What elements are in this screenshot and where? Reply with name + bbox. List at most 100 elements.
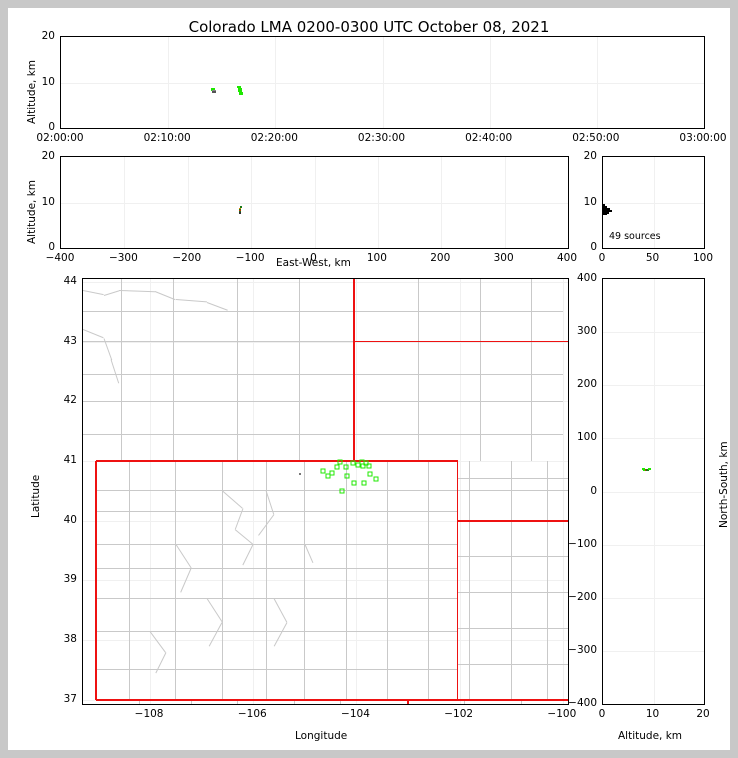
y-tick-label: 400 (576, 272, 597, 284)
x-tick-label: 02:50:00 (572, 132, 620, 144)
x-tick-label: 200 (430, 252, 451, 264)
source-histogram-panel[interactable]: 49 sources (602, 156, 705, 249)
gridline-horizontal (83, 520, 568, 522)
county-boundary (206, 598, 223, 623)
gridline-horizontal (603, 332, 704, 334)
gridline-horizontal (83, 640, 568, 642)
y-tick-label: −300 (568, 643, 597, 656)
y-tick-label: 43 (63, 334, 77, 347)
gridline-horizontal (603, 597, 704, 599)
y-tick-label: 0 (590, 241, 597, 253)
state-boundary (456, 461, 459, 700)
county-boundary (83, 311, 563, 313)
y-tick (602, 332, 603, 333)
county-boundary (464, 699, 466, 704)
county-boundary (457, 478, 568, 480)
histogram-bar (603, 205, 608, 209)
county-boundary (345, 461, 347, 700)
x-tick-label: −106 (237, 708, 267, 720)
lma-source-point (211, 87, 216, 90)
gridline-vertical (356, 279, 358, 704)
county-boundary (521, 699, 523, 704)
county-boundary (304, 461, 306, 700)
y-tick (82, 342, 83, 343)
y-tick-label: 41 (63, 454, 77, 467)
x-tick (703, 128, 704, 129)
county-boundary (469, 461, 471, 700)
county-boundary (175, 544, 192, 569)
north-south-height-panel[interactable] (602, 278, 705, 705)
y-tick (60, 127, 61, 128)
county-boundary (83, 341, 563, 343)
source-count-annotation: 49 sources (609, 231, 661, 242)
county-boundary (457, 591, 568, 593)
x-tick (150, 704, 151, 705)
x-tick-label: −200 (172, 252, 202, 264)
county-boundary (121, 279, 123, 462)
y-tick (60, 37, 61, 38)
gridline-horizontal (61, 202, 568, 204)
county-boundary (457, 490, 568, 492)
county-boundary (428, 461, 430, 700)
y-tick-label: 0 (590, 484, 597, 497)
x-tick (460, 704, 461, 705)
noise-source-point (298, 473, 301, 476)
map-panel[interactable] (82, 278, 569, 705)
y-tick (602, 598, 603, 599)
county-boundary (139, 699, 141, 704)
y-tick (602, 385, 603, 386)
histogram-bar (603, 213, 608, 216)
county-boundary (128, 461, 130, 700)
county-boundary (299, 279, 301, 462)
lma-source-marker (350, 460, 356, 466)
time-height-panel[interactable] (60, 36, 705, 129)
gridline-horizontal (603, 650, 704, 652)
x-tick (356, 704, 357, 705)
y-tick-label: 100 (576, 431, 597, 444)
y-tick (60, 157, 61, 158)
gridline-horizontal (83, 281, 568, 283)
lma-source-marker (329, 470, 335, 476)
gridline-horizontal (603, 491, 704, 493)
lma-source-marker (351, 480, 357, 486)
county-boundary (175, 461, 177, 700)
y-tick-label: 200 (576, 378, 597, 391)
histogram-bar (603, 204, 606, 207)
x-tick (654, 704, 655, 705)
lma-source-marker (325, 473, 331, 479)
y-tick-label: 20 (41, 150, 55, 162)
gridline-horizontal (61, 82, 704, 84)
figure-canvas: Colorado LMA 0200-0300 UTC October 08, 2… (8, 8, 730, 750)
east-west-height-panel[interactable] (60, 156, 569, 249)
county-boundary (273, 598, 288, 623)
county-boundary (237, 699, 239, 704)
y-tick (82, 580, 83, 581)
x-tick-label: 02:00:00 (36, 132, 84, 144)
county-boundary (221, 461, 223, 700)
county-boundary (546, 461, 548, 700)
county-boundary (510, 461, 512, 700)
county-boundary (95, 669, 458, 671)
county-boundary (83, 374, 563, 375)
histogram-bar (603, 207, 611, 210)
y-tick-label: 40 (63, 513, 77, 526)
lma-source-point (641, 468, 645, 471)
x-tick (315, 248, 316, 249)
county-boundary (234, 529, 254, 545)
lma-source-marker (363, 460, 369, 466)
lma-source-marker (334, 464, 340, 470)
county-boundary (175, 299, 207, 303)
state-boundary (353, 279, 355, 462)
x-tick (703, 248, 704, 249)
gridline-vertical (459, 279, 461, 704)
page-title: Colorado LMA 0200-0300 UTC October 08, 2… (188, 18, 550, 36)
x-tick-label: 0 (598, 708, 606, 720)
x-tick (505, 248, 506, 249)
x-tick (61, 248, 62, 249)
histogram-bar (603, 209, 613, 212)
state-boundary (457, 519, 568, 522)
y-tick (82, 700, 83, 701)
x-tick-label: −100 (235, 252, 265, 264)
y-tick-label: 38 (63, 633, 77, 646)
county-boundary (457, 663, 568, 665)
